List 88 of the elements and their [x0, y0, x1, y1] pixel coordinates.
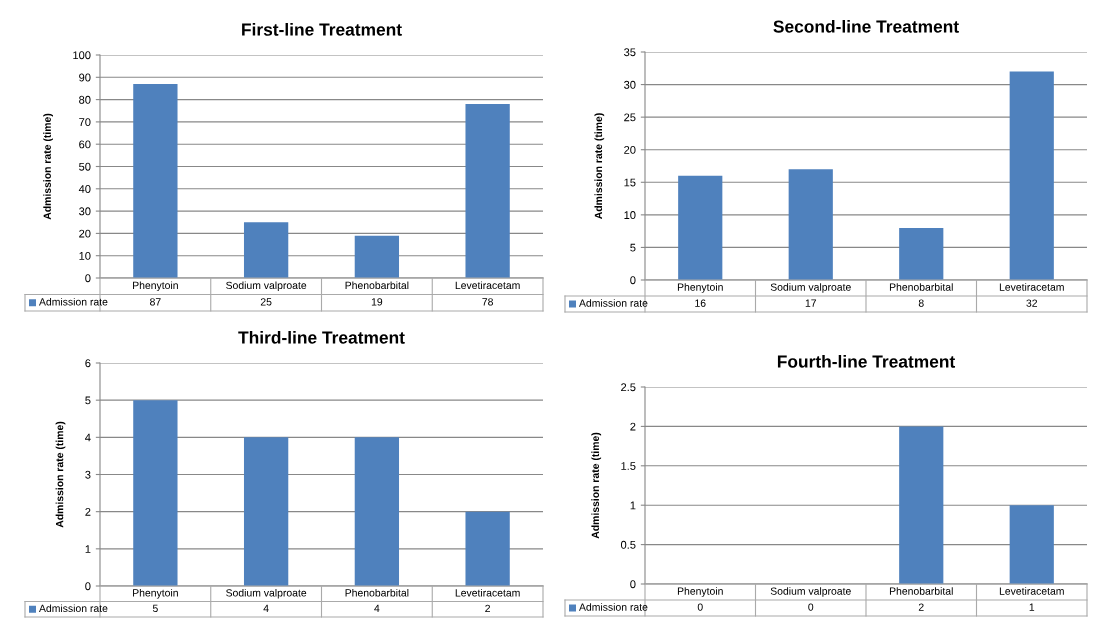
y-tick-label: 2 — [630, 422, 636, 431]
x-tick-label: Sodium valproate — [226, 281, 307, 292]
data-label: 8 — [918, 299, 924, 307]
data-label: 0 — [808, 603, 814, 611]
bar — [243, 222, 289, 278]
bar — [1009, 71, 1054, 280]
y-axis-title: Admission rate (time) — [43, 113, 53, 220]
data-label: 0 — [697, 603, 703, 611]
data-label: 25 — [260, 298, 272, 306]
y-tick-label: 0 — [85, 274, 91, 283]
y-tick-label: 3 — [85, 470, 91, 479]
y-tick-label: 80 — [79, 95, 91, 104]
bar — [243, 437, 289, 586]
y-tick-label: 1.5 — [621, 462, 636, 470]
y-tick-label: 4 — [85, 433, 91, 442]
chart-title: Fourth-line Treatment — [777, 354, 956, 368]
bar — [465, 511, 510, 586]
x-tick-label: Phenytoin — [133, 588, 178, 599]
y-tick-label: 30 — [624, 80, 636, 89]
bar — [354, 235, 400, 278]
x-tick-label: Phenobarbital — [889, 283, 953, 291]
x-tick-label: Phenobarbital — [345, 588, 409, 597]
legend-label: Admission rate — [39, 604, 108, 613]
y-tick-label: 50 — [79, 162, 91, 171]
bar — [354, 437, 400, 586]
chart-title: Third-line Treatment — [238, 330, 405, 344]
y-tick-label: 2 — [85, 507, 91, 516]
x-tick-label: Levetiracetam — [455, 281, 520, 290]
y-tick-label: 10 — [79, 251, 91, 260]
x-tick-label: Sodium valproate — [226, 588, 307, 599]
x-tick-label: Phenobarbital — [889, 587, 953, 595]
y-tick-label: 60 — [79, 140, 91, 149]
x-tick-label: Levetiracetam — [999, 587, 1064, 595]
bar — [465, 104, 510, 278]
y-tick-label: 90 — [79, 73, 91, 82]
data-label: 2 — [485, 604, 490, 612]
data-label: 32 — [1026, 299, 1038, 307]
x-tick-label: Phenytoin — [677, 587, 723, 597]
data-label: 78 — [482, 298, 493, 306]
legend-label: Admission rate — [579, 299, 648, 307]
data-label: 17 — [805, 299, 817, 307]
y-tick-label: 30 — [79, 207, 91, 216]
bar — [899, 227, 944, 280]
bar — [678, 175, 723, 280]
y-tick-label: 15 — [624, 178, 636, 187]
y-tick-label: 20 — [79, 229, 91, 238]
x-tick-label: Phenobarbital — [345, 281, 409, 290]
y-tick-label: 10 — [624, 211, 636, 219]
chart-title: First-line Treatment — [242, 22, 402, 36]
data-label: 19 — [371, 298, 383, 306]
x-tick-label: Sodium valproate — [770, 283, 851, 293]
y-tick-label: 6 — [85, 359, 91, 368]
y-tick-label: 0 — [630, 580, 636, 589]
data-label: 4 — [374, 604, 380, 612]
data-label: 4 — [263, 604, 269, 612]
chart-title: Second-line Treatment — [773, 19, 959, 33]
data-label: 87 — [150, 298, 161, 306]
bar — [133, 400, 178, 586]
legend-label: Admission rate — [579, 603, 648, 611]
y-tick-label: 0 — [85, 582, 91, 591]
x-tick-label: Phenytoin — [133, 281, 178, 292]
data-label: 2 — [918, 603, 924, 611]
y-tick-label: 20 — [624, 145, 636, 154]
y-axis-title: Admission rate (time) — [591, 432, 602, 539]
y-tick-label: 25 — [624, 113, 636, 122]
y-tick-label: 1 — [630, 501, 636, 510]
y-tick-label: 0.5 — [620, 540, 636, 549]
x-tick-label: Levetiracetam — [999, 283, 1064, 291]
x-tick-label: Phenytoin — [677, 283, 723, 293]
y-tick-label: 70 — [79, 118, 91, 127]
y-tick-label: 35 — [624, 48, 636, 57]
x-tick-label: Levetiracetam — [455, 588, 520, 597]
y-axis-title: Admission rate (time) — [55, 421, 66, 528]
data-label: 5 — [152, 604, 158, 613]
data-label: 16 — [695, 299, 706, 307]
y-tick-label: 2.5 — [621, 383, 636, 392]
y-tick-label: 5 — [85, 396, 91, 405]
bar — [133, 83, 178, 278]
y-tick-label: 100 — [73, 51, 91, 60]
y-tick-label: 1 — [85, 545, 91, 553]
y-tick-label: 40 — [78, 185, 91, 193]
x-tick-label: Sodium valproate — [770, 587, 851, 597]
y-tick-label: 5 — [630, 243, 636, 252]
legend-label: Admission rate — [39, 297, 108, 306]
bar — [788, 169, 833, 280]
data-label: 1 — [1029, 603, 1035, 611]
y-tick-label: 0 — [630, 276, 636, 285]
y-axis-title: Admission rate (time) — [594, 113, 605, 219]
